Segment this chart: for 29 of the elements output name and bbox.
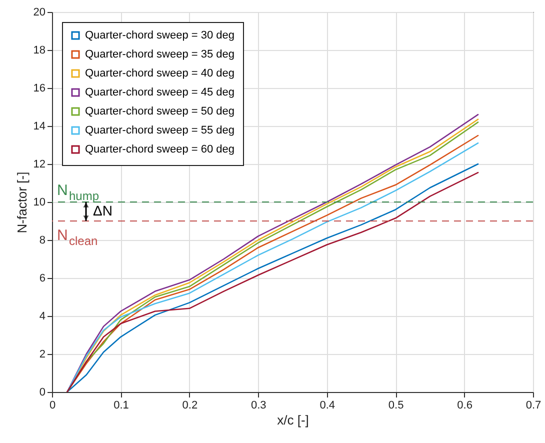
x-tick-label: 0.3 xyxy=(250,400,266,412)
y-tick-label: 8 xyxy=(39,234,46,246)
legend-label: Quarter-chord sweep = 40 deg xyxy=(85,68,235,80)
x-tick-label: 0.4 xyxy=(320,400,336,412)
y-tick-label: 18 xyxy=(33,44,46,56)
x-tick-label: 0.5 xyxy=(388,400,404,412)
legend-label: Quarter-chord sweep = 50 deg xyxy=(85,106,235,118)
legend-label: Quarter-chord sweep = 35 deg xyxy=(85,48,235,60)
y-tick-label: 10 xyxy=(33,196,46,208)
annotation: ΔN xyxy=(93,202,112,218)
y-tick-label: 4 xyxy=(39,310,46,322)
legend-label: Quarter-chord sweep = 45 deg xyxy=(85,86,235,98)
x-tick-label: 0.6 xyxy=(457,400,472,412)
legend-label: Quarter-chord sweep = 30 deg xyxy=(85,30,235,42)
legend-label: Quarter-chord sweep = 60 deg xyxy=(85,144,235,156)
y-axis-title: N-factor [-] xyxy=(14,172,30,234)
y-tick-label: 14 xyxy=(33,120,46,132)
legend-label: Quarter-chord sweep = 55 deg xyxy=(85,124,235,136)
x-tick-label: 0.7 xyxy=(526,400,542,412)
y-tick-label: 20 xyxy=(33,6,46,18)
y-tick-label: 12 xyxy=(33,158,46,170)
x-tick-label: 0.1 xyxy=(114,400,129,412)
x-axis-title: x/c [-] xyxy=(277,412,309,428)
y-tick-label: 2 xyxy=(39,348,46,360)
x-tick-label: 0.2 xyxy=(182,400,198,412)
y-tick-label: 0 xyxy=(39,386,46,398)
y-tick-label: 6 xyxy=(39,272,46,284)
x-tick-label: 0 xyxy=(49,400,56,412)
y-tick-label: 16 xyxy=(33,82,46,94)
